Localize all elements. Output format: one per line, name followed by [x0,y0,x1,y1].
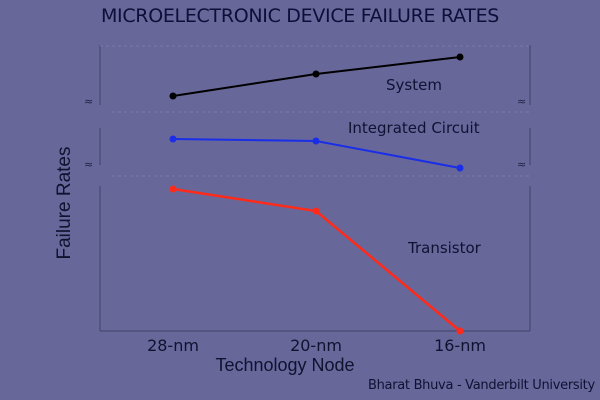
axis-break-icon: ≈ [84,158,93,171]
series-label-system: System [386,76,442,94]
x-tick-label: 16-nm [434,336,486,355]
axis-break-icon: ≈ [84,95,93,108]
x-tick-label: 28-nm [147,336,199,355]
credit-text: Bharat Bhuva - Vanderbilt University [368,378,595,393]
axis-break-icon: ≈ [517,158,526,171]
y-axis-label: Failure Rates [54,146,75,260]
series-label-transistor: Transistor [408,239,481,257]
x-axis-label: Technology Node [215,355,355,375]
series-label-ic: Integrated Circuit [348,119,480,137]
chart-title: MICROELECTRONIC DEVICE FAILURE RATES [100,5,500,27]
x-tick-label: 20-nm [290,336,342,355]
axis-break-icon: ≈ [517,95,526,108]
